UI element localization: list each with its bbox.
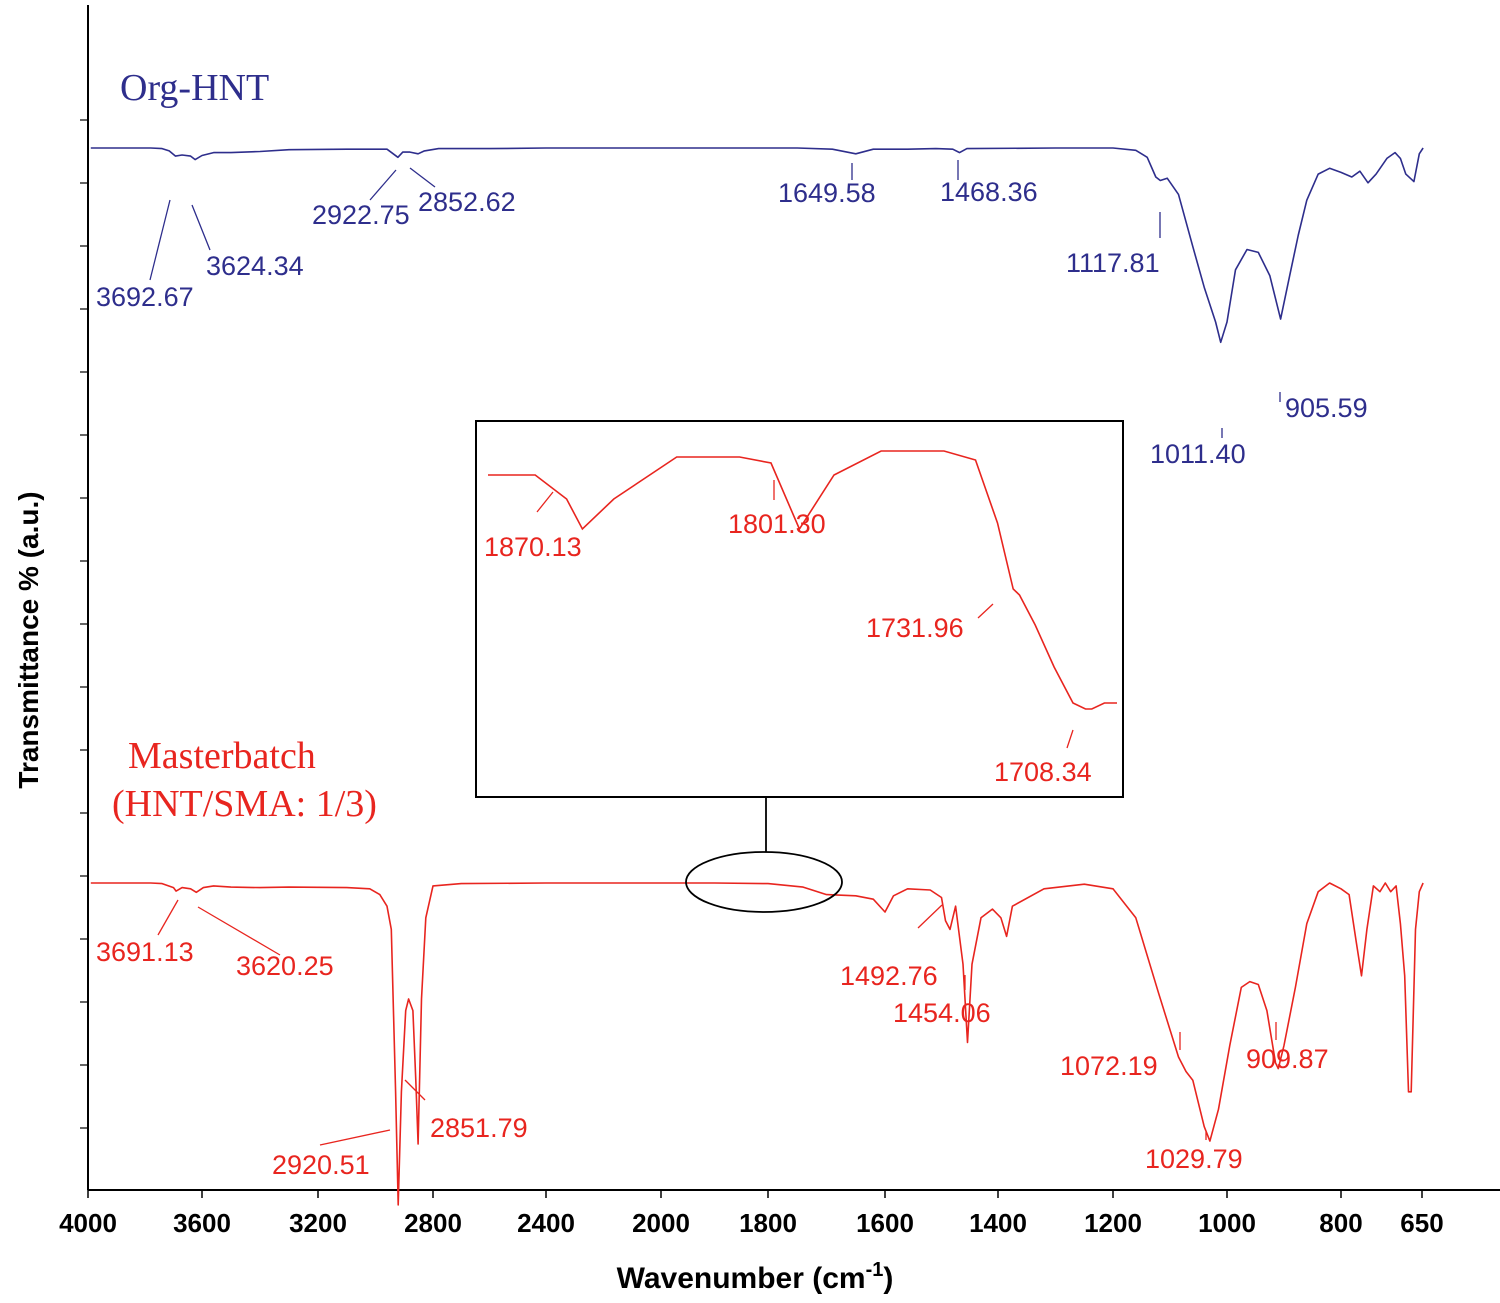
series-label: Masterbatch [128, 735, 316, 777]
peak-label: 1011.40 [1150, 439, 1246, 469]
y-axis-ticks [80, 119, 88, 1129]
x-tick-label: 650 [1400, 1208, 1443, 1238]
peak-label: 2851.79 [430, 1113, 528, 1143]
peak-label: 3624.34 [206, 251, 304, 281]
annotation-leader [157, 899, 179, 936]
x-tick-label: 2400 [517, 1208, 575, 1238]
series-label: Org-HNT [120, 67, 269, 109]
y-axis-label: Transmittance % (a.u.) [13, 491, 44, 788]
annotation-leader [319, 1129, 391, 1146]
inset-series-line [488, 450, 1117, 710]
inset-peak-label: 1801.30 [728, 509, 826, 539]
peak-label: 2920.51 [272, 1150, 370, 1180]
chart-axes [87, 5, 1500, 1191]
peak-label: 1492.76 [840, 961, 938, 991]
x-tick-label: 1800 [739, 1208, 797, 1238]
annotation-leader [197, 906, 281, 956]
peak-label: 1117.81 [1066, 248, 1160, 278]
x-tick-label: 2800 [404, 1208, 462, 1238]
series-line-masterbatch [90, 882, 1424, 1206]
x-tick-label: 3200 [289, 1208, 347, 1238]
x-tick-label: 800 [1319, 1208, 1362, 1238]
annotation-leader [404, 1079, 426, 1101]
x-tick-label: 1600 [856, 1208, 914, 1238]
x-tick-label: 1000 [1198, 1208, 1256, 1238]
peak-label: 1468.36 [940, 177, 1038, 207]
x-tick-label: 1200 [1084, 1208, 1142, 1238]
x-tick-label: 3600 [173, 1208, 231, 1238]
inset-annotation-leader [977, 603, 994, 619]
peak-label: 1454.06 [893, 998, 991, 1028]
peak-label: 3692.67 [96, 282, 194, 312]
x-tick-label: 4000 [59, 1208, 117, 1238]
inset-box [475, 420, 1124, 798]
peak-label: 909.87 [1246, 1044, 1329, 1074]
series-line-org-hnt [90, 147, 1424, 344]
x-tick-label: 1400 [969, 1208, 1027, 1238]
series-label: (HNT/SMA: 1/3) [112, 783, 377, 825]
inset-peak-label: 1870.13 [484, 532, 582, 562]
peak-label: 1029.79 [1145, 1144, 1243, 1174]
peak-label: 1649.58 [778, 178, 876, 208]
peak-annotations: 3692.67 3624.34 2922.75 2852.62 1649.58 1468.… [96, 160, 1368, 1180]
inset-zoom: 1870.13 1801.30 1731.96 1708.34 [475, 420, 1124, 913]
annotation-leader [917, 904, 943, 929]
inset-annotation-leader [536, 491, 554, 513]
annotation-leader [369, 169, 397, 201]
inset-peak-label: 1731.96 [866, 613, 964, 643]
annotation-leader [409, 167, 436, 188]
inset-annotation-leader [1066, 729, 1074, 749]
annotation-leader [149, 199, 171, 281]
x-tick-label: 2000 [632, 1208, 690, 1238]
peak-label: 1072.19 [1060, 1051, 1158, 1081]
x-axis-ticks: 4000 3600 3200 2800 2400 2000 1800 1600 1400 1200… [59, 1190, 1444, 1238]
peak-label: 2922.75 [312, 200, 410, 230]
annotation-leader [191, 204, 211, 251]
peak-label: 3620.25 [236, 951, 334, 981]
peak-label: 3691.13 [96, 937, 194, 967]
zoom-region-ellipse [685, 851, 843, 913]
peak-label: 905.59 [1285, 393, 1368, 423]
series-layer: Org-HNT Masterbatch (HNT/SMA: 1/3) [90, 67, 1424, 1206]
inset-peak-label: 1708.34 [994, 757, 1092, 787]
x-axis-label: Wavenumber (cm-1) [617, 1259, 894, 1295]
peak-label: 2852.62 [418, 187, 516, 217]
